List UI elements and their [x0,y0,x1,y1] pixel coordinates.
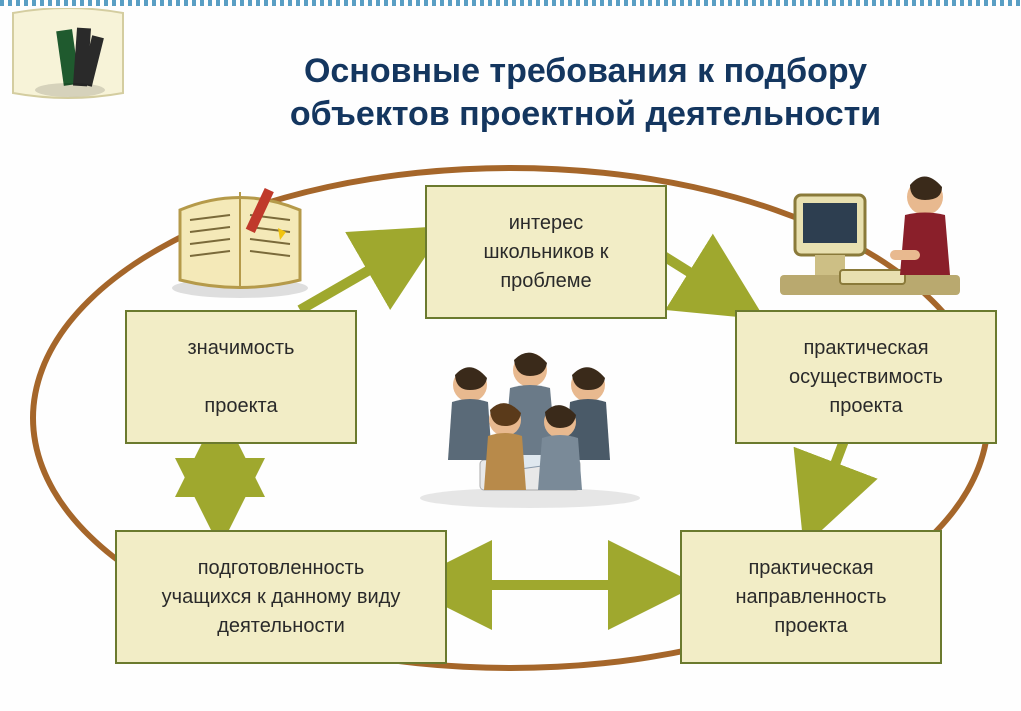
node-feasibility-label_l2: осуществимость [789,363,943,392]
node-practical-label_l3: проекта [774,612,847,641]
notebook-icon [160,180,320,300]
node-significance: значимость проекта [125,310,357,444]
node-significance-label_l1: значимость [188,334,295,363]
node-feasibility-label_l3: проекта [829,392,902,421]
computer-user-icon [770,155,970,305]
node-interest-label_l3: проблеме [500,267,591,296]
node-practical-label_l1: практическая [748,554,873,583]
books-corner-icon [8,8,128,118]
node-readiness: подготовленностьучащихся к данному видуд… [115,530,447,664]
node-readiness-label_l1: подготовленность [198,554,365,583]
diagram-stage: интересшкольников кпроблеме значимость пр… [30,155,991,701]
top-border-strip [0,0,1021,6]
node-interest-label_l1: интерес [509,209,584,238]
node-readiness-label_l2: учащихся к данному виду [162,583,401,612]
team-meeting-icon [410,330,650,510]
node-feasibility-label_l1: практическая [803,334,928,363]
title-line-2: объектов проектной деятельности [180,93,991,136]
node-significance-label_l3: проекта [204,392,277,421]
node-readiness-label_l3: деятельности [217,612,345,641]
node-feasibility: практическаяосуществимостьпроекта [735,310,997,444]
title-line-1: Основные требования к подбору [180,50,991,93]
node-interest: интересшкольников кпроблеме [425,185,667,319]
node-practical: практическаянаправленностьпроекта [680,530,942,664]
node-significance-label_l2 [238,363,244,392]
node-practical-label_l2: направленность [736,583,887,612]
page-title: Основные требования к подбору объектов п… [180,50,991,135]
node-interest-label_l2: школьников к [483,238,608,267]
